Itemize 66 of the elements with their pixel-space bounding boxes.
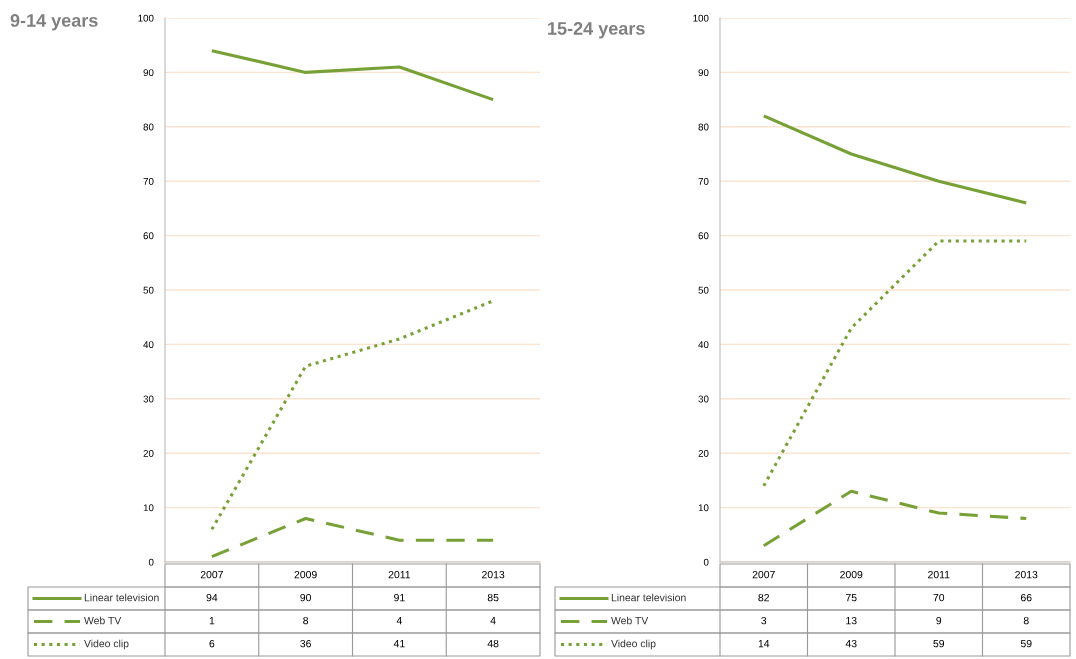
data-label: 59	[1020, 639, 1032, 648]
x-tick-label: 2011	[928, 570, 950, 579]
data-label: 1	[209, 617, 215, 625]
y-tick-label: 0	[703, 558, 709, 566]
chart-title: 15-24 years	[548, 22, 645, 39]
y-tick-label: 50	[698, 286, 709, 294]
legend-label: Video clip	[84, 639, 129, 650]
data-label: 6	[209, 639, 215, 648]
line-series	[210, 49, 495, 102]
data-label: 8	[1023, 616, 1029, 625]
y-tick-label: 70	[143, 177, 154, 185]
y-tick-label: 20	[698, 449, 709, 457]
data-label: 59	[933, 639, 945, 648]
x-tick-label: 2009	[294, 570, 317, 579]
y-tick-label: 70	[698, 177, 709, 185]
y-tick-label: 20	[143, 449, 154, 457]
data-label: 70	[933, 593, 945, 602]
line-series	[762, 114, 1028, 205]
y-tick-label: 30	[143, 395, 154, 403]
y-tick-label: 60	[698, 232, 709, 240]
legend-label: Linear television	[611, 593, 686, 602]
data-label: 3	[761, 616, 767, 625]
data-label: 14	[758, 640, 770, 648]
y-tick-label: 40	[143, 341, 154, 349]
x-tick-label: 2011	[388, 570, 411, 579]
y-tick-label: 80	[698, 123, 709, 131]
data-label: 94	[206, 593, 218, 602]
data-label: 48	[487, 639, 499, 648]
line-series	[210, 299, 495, 531]
data-label: 9	[936, 616, 942, 625]
legend-label: Web TV	[84, 616, 122, 625]
data-label: 90	[300, 593, 312, 602]
y-tick-label: 80	[143, 123, 154, 131]
y-tick-label: 60	[143, 232, 154, 240]
x-tick-label: 2009	[840, 570, 863, 579]
data-label: 4	[396, 617, 402, 625]
legend-label: Linear television	[84, 593, 159, 602]
data-label: 75	[845, 594, 857, 602]
data-label: 85	[487, 593, 499, 602]
y-tick-label: 90	[698, 69, 709, 77]
data-label: 91	[394, 593, 405, 602]
data-label: 13	[846, 616, 857, 625]
y-tick-label: 40	[698, 341, 709, 349]
x-tick-label: 2007	[200, 570, 223, 579]
data-label: 66	[1020, 593, 1032, 602]
data-label: 36	[300, 639, 311, 648]
data-label: 41	[393, 640, 405, 648]
y-tick-label: 50	[143, 286, 154, 294]
data-label: 4	[490, 617, 496, 625]
data-label: 8	[303, 616, 309, 625]
legend-label: Video clip	[611, 639, 656, 650]
x-tick-label: 2013	[482, 570, 505, 579]
y-tick-label: 30	[698, 395, 709, 403]
y-tick-label: 10	[143, 504, 154, 512]
x-tick-label: 2013	[1015, 570, 1038, 579]
y-tick-label: 100	[693, 14, 709, 22]
y-tick-label: 10	[698, 504, 709, 512]
x-tick-label: 2007	[752, 570, 775, 579]
line-series	[762, 489, 1028, 548]
y-tick-label: 90	[143, 69, 154, 77]
legend-label: Web TV	[611, 616, 649, 625]
chart-title: 9-14 years	[10, 14, 98, 31]
data-label: 43	[845, 639, 857, 648]
data-label: 82	[758, 593, 770, 602]
y-tick-label: 100	[138, 14, 154, 22]
y-tick-label: 0	[148, 558, 154, 566]
